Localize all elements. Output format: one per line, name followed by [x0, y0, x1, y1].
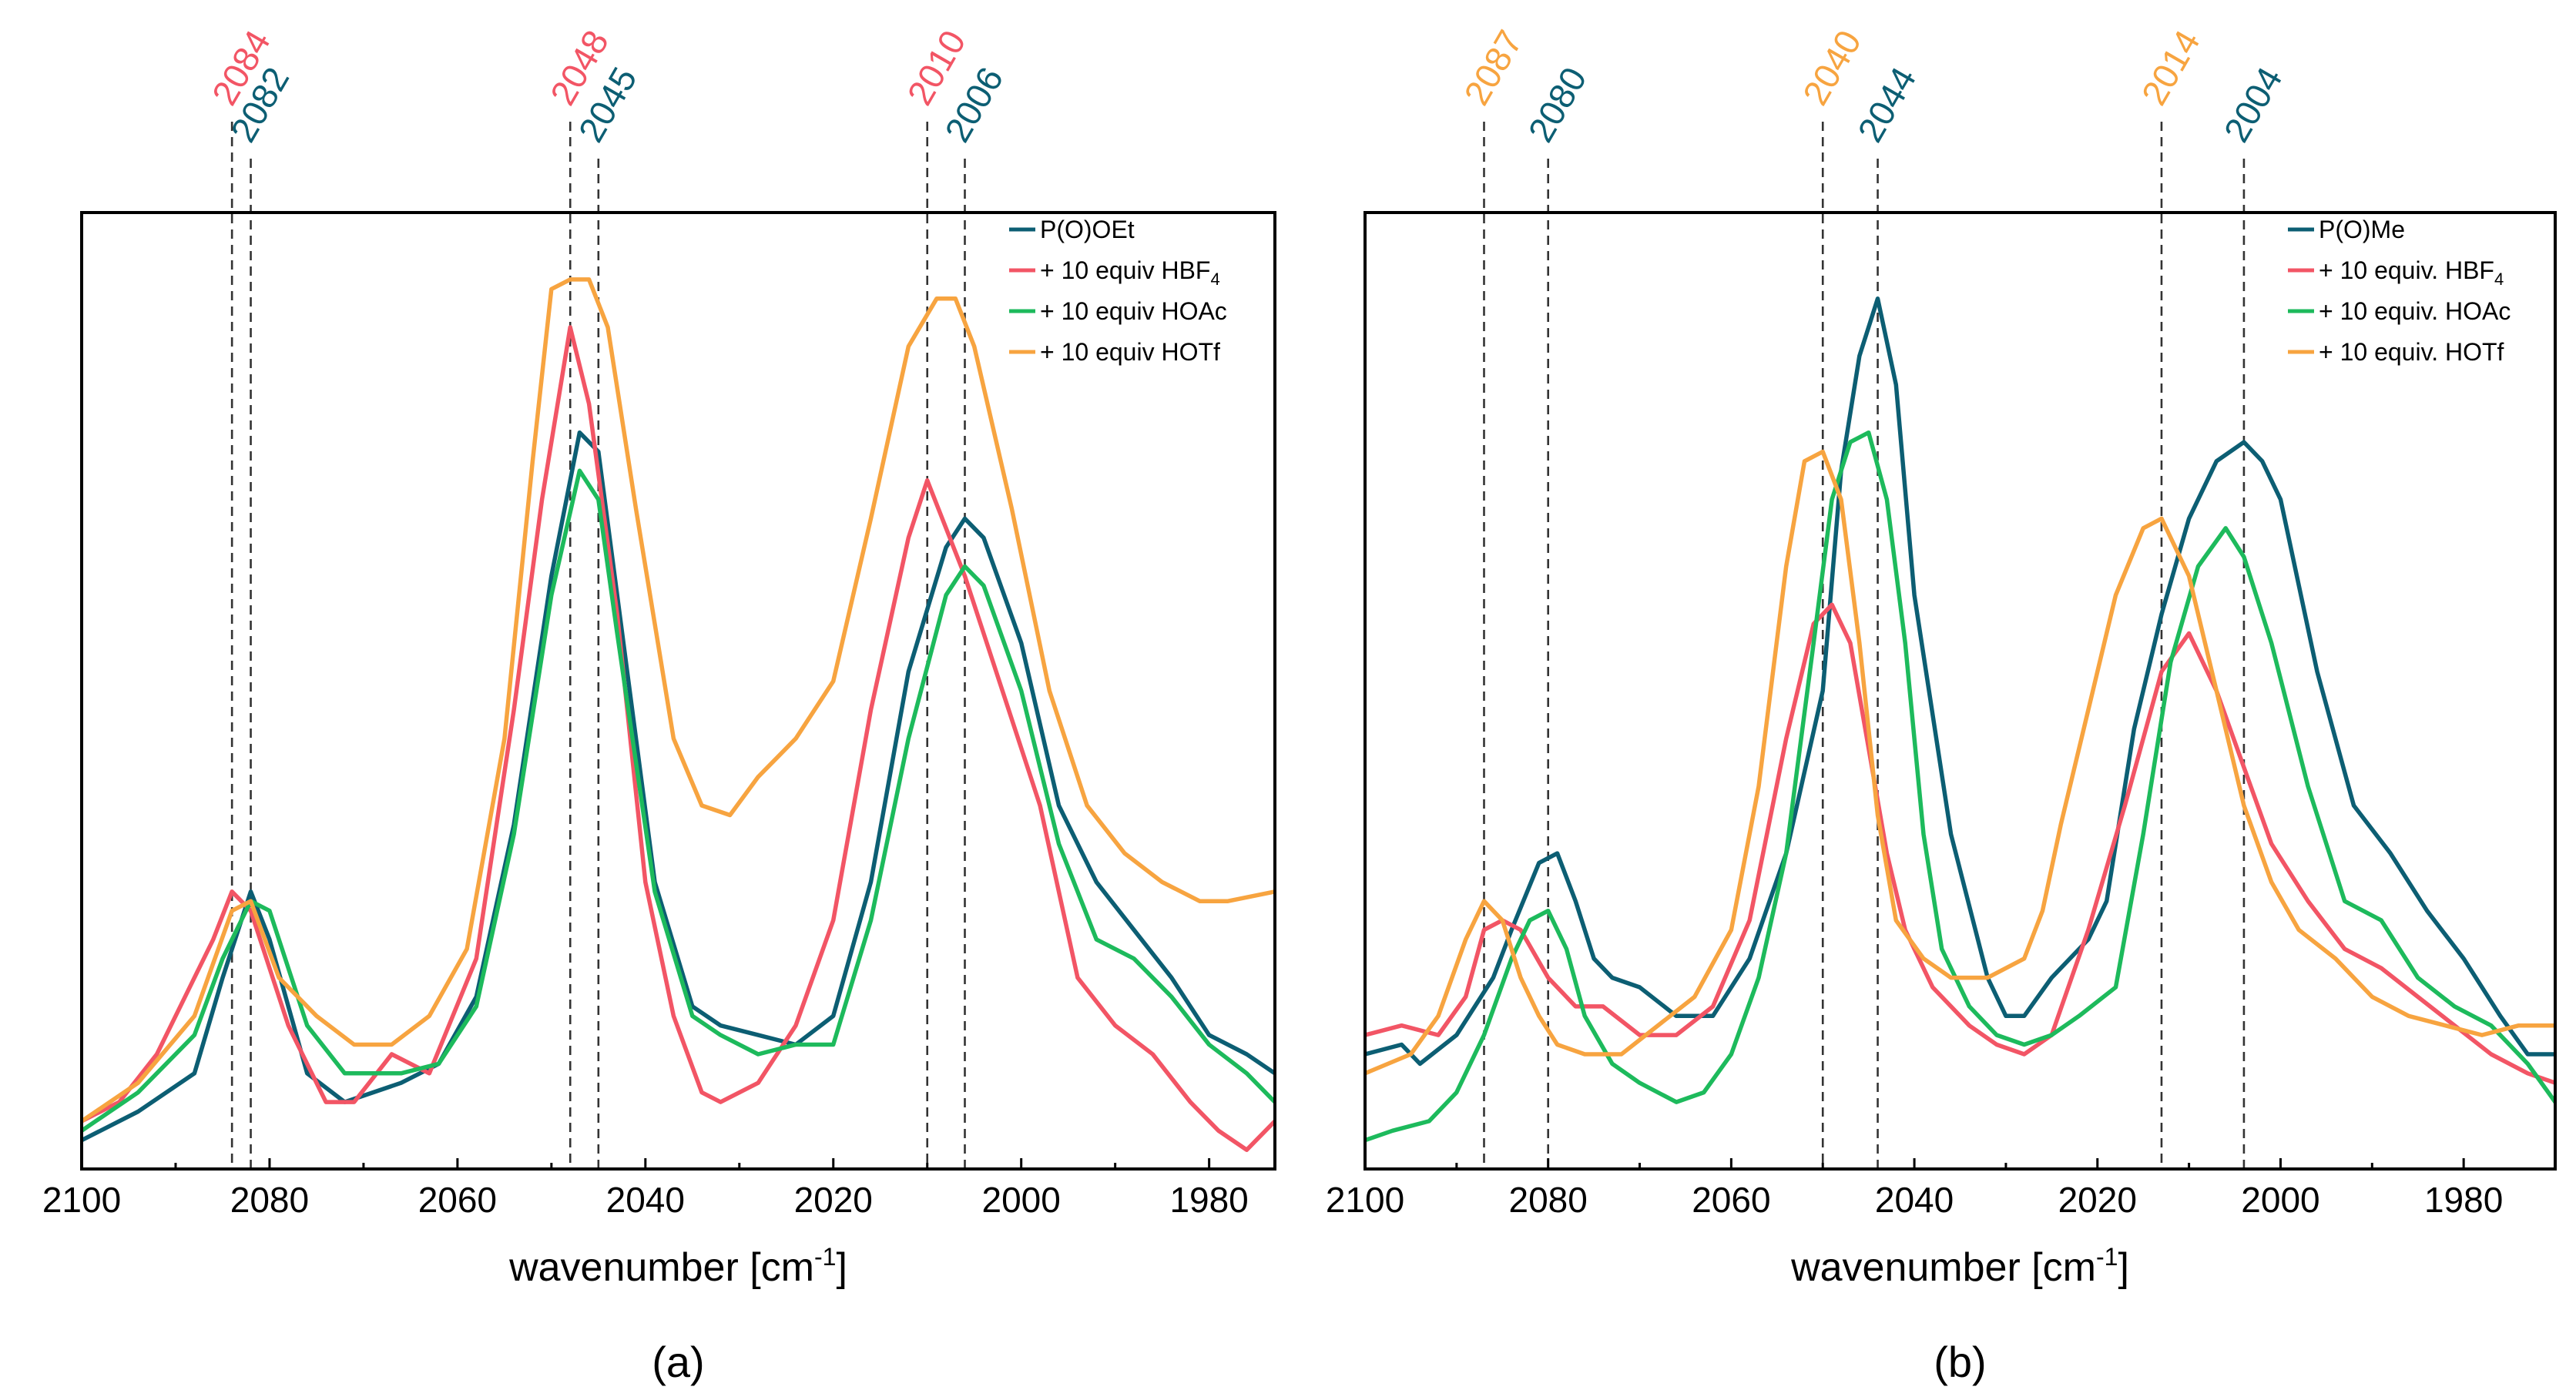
panel-label: (b): [1934, 1338, 1986, 1386]
x-tick-label-1980: 1980: [2424, 1180, 2503, 1220]
x-tick-label-2060: 2060: [1692, 1180, 1770, 1220]
panel-label: (a): [652, 1338, 704, 1386]
x-tick-label-2040: 2040: [606, 1180, 685, 1220]
x-tick-label-2000: 2000: [2241, 1180, 2319, 1220]
x-tick-label-2080: 2080: [1509, 1180, 1588, 1220]
peak-label-2087: 2087: [1456, 23, 1530, 112]
peak-label-2014: 2014: [2134, 23, 2208, 112]
x-axis-label: wavenumber [cm-1]: [1790, 1243, 2129, 1290]
x-axis-label: wavenumber [cm-1]: [508, 1243, 847, 1290]
peak-label-2040: 2040: [1795, 23, 1869, 112]
peak-label-2044: 2044: [1850, 60, 1924, 149]
legend-entry-label: + 10 equiv. HOTf: [2319, 338, 2504, 366]
legend-entry-label: + 10 equiv HOTf: [1040, 338, 1220, 366]
peak-label-2004: 2004: [2216, 60, 2290, 149]
legend-entry-label: + 10 equiv. HOAc: [2319, 297, 2511, 325]
x-tick-label-2100: 2100: [1326, 1180, 1404, 1220]
series-line--10-equiv-hotf: [1365, 449, 2555, 1076]
legend-entry-label: P(O)OEt: [1040, 216, 1135, 243]
legend-entry-label: + 10 equiv. HBF4: [2319, 256, 2504, 289]
peak-label-2080: 2080: [1520, 60, 1594, 149]
series-group: [1365, 296, 2555, 1143]
legend: P(O)OEt + 10 equiv HBF4 + 10 equiv HOAc + 1…: [1009, 216, 1227, 366]
legend-entry-label: P(O)Me: [2319, 216, 2405, 243]
x-tick-label-2060: 2060: [418, 1180, 497, 1220]
series-line--10-equiv-hotf: [82, 277, 1275, 1124]
legend-entry-label: + 10 equiv HBF4: [1040, 256, 1220, 289]
x-tick-label-1980: 1980: [1169, 1180, 1248, 1220]
x-tick-label-2040: 2040: [1875, 1180, 1954, 1220]
x-tick-label-2100: 2100: [42, 1180, 121, 1220]
x-tick-label-2080: 2080: [230, 1180, 309, 1220]
legend-entry-label: + 10 equiv HOAc: [1040, 297, 1227, 325]
series-group: [82, 277, 1275, 1152]
series-line--10-equiv-hbf4: [1365, 602, 2555, 1085]
plot-frame: [80, 211, 1276, 1171]
plot-frame: [1363, 211, 2557, 1171]
legend: P(O)Me + 10 equiv. HBF4 + 10 equiv. HOAc + …: [2288, 216, 2511, 366]
series-line-p-o-oet: [82, 430, 1275, 1143]
x-tick-label-2020: 2020: [794, 1180, 873, 1220]
series-line--10-equiv-hbf4: [82, 325, 1275, 1152]
series-line--10-equiv-hoac: [82, 468, 1275, 1134]
x-tick-label-2020: 2020: [2058, 1180, 2137, 1220]
x-tick-label-2000: 2000: [982, 1180, 1061, 1220]
series-line--10-equiv-hoac: [1365, 430, 2555, 1143]
series-line-p-o-me: [1365, 296, 2555, 1067]
